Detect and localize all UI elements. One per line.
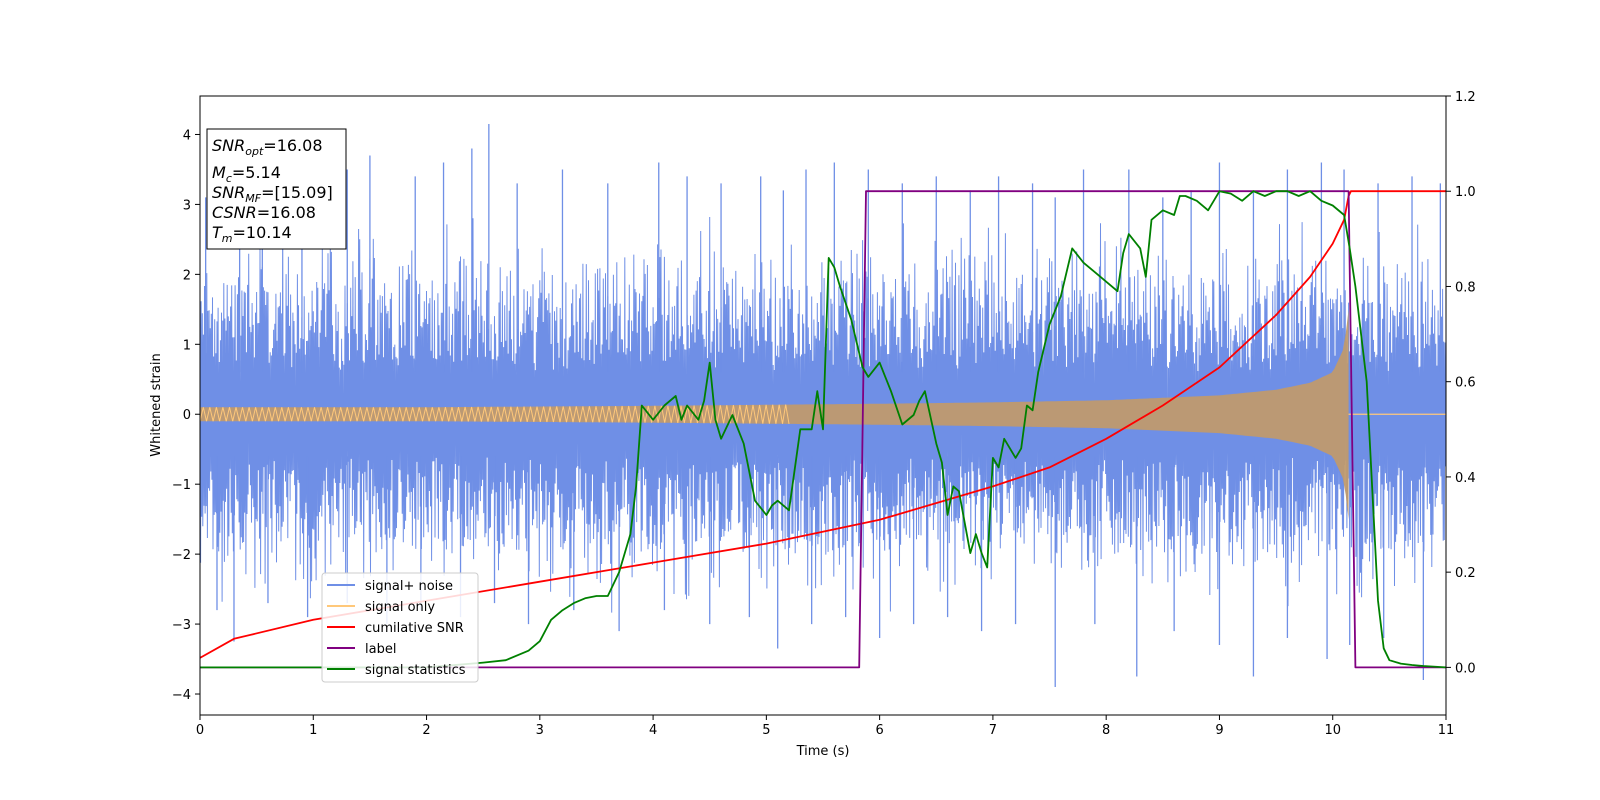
legend-item-signal-only: signal only bbox=[327, 600, 435, 615]
y-right-tick-label: 0.2 bbox=[1455, 566, 1476, 581]
y-right-tick-label: 1.0 bbox=[1455, 185, 1476, 200]
x-axis-ticks: 0 1 2 3 4 5 6 7 8 9 10 11 bbox=[196, 715, 1454, 738]
x-tick-label: 3 bbox=[536, 723, 544, 738]
x-tick-label: 5 bbox=[762, 723, 770, 738]
legend-item-signal-statistics: signal statistics bbox=[327, 663, 466, 678]
legend-label-signal-only: signal only bbox=[365, 600, 435, 615]
y-left-tick-label: 3 bbox=[183, 198, 191, 213]
legend-item-cumulative-snr: cumilative SNR bbox=[327, 621, 464, 636]
legend: signal+ noise signal only cumilative SNR… bbox=[321, 572, 479, 683]
y-left-tick-label: 4 bbox=[183, 128, 191, 143]
plot-frame bbox=[199, 95, 1447, 716]
y-right-tick-label: 0.6 bbox=[1455, 376, 1476, 391]
signal-noise-band bbox=[200, 123, 1446, 688]
label-line bbox=[200, 190, 1446, 669]
x-tick-label: 1 bbox=[309, 723, 317, 738]
y-left-tick-label: 1 bbox=[183, 338, 191, 353]
x-tick-label: 6 bbox=[875, 723, 883, 738]
y-left-tick-label: −3 bbox=[172, 618, 191, 633]
y-right-tick-label: 0.8 bbox=[1455, 280, 1476, 295]
x-tick-label: 7 bbox=[989, 723, 997, 738]
left-axis-ticks: −4 −3 −2 −1 0 1 2 3 4 bbox=[172, 128, 200, 703]
info-snr-mf: SNRMF=[15.09] bbox=[212, 183, 333, 205]
x-tick-label: 9 bbox=[1215, 723, 1223, 738]
info-csnr: CSNR=16.08 bbox=[212, 203, 316, 222]
legend-label-signal-noise: signal+ noise bbox=[365, 579, 453, 594]
y-left-tick-label: 2 bbox=[183, 268, 191, 283]
legend-label-label: label bbox=[365, 642, 396, 657]
y-left-tick-label: −1 bbox=[172, 478, 191, 493]
legend-item-signal-noise: signal+ noise bbox=[327, 579, 453, 594]
chirp-oscillation bbox=[200, 404, 790, 424]
y-left-tick-label: −2 bbox=[172, 548, 191, 563]
y-left-tick-label: −4 bbox=[172, 688, 191, 703]
signal-statistics-line bbox=[200, 190, 1446, 669]
x-tick-label: 8 bbox=[1102, 723, 1110, 738]
legend-label-signal-statistics: signal statistics bbox=[365, 663, 466, 678]
signal-only-band bbox=[200, 309, 1446, 520]
info-tm: Tm=10.14 bbox=[212, 223, 292, 245]
x-tick-label: 4 bbox=[649, 723, 657, 738]
x-axis-label: Time (s) bbox=[796, 744, 850, 759]
legend-label-cumulative-snr: cumilative SNR bbox=[365, 621, 464, 636]
info-snr-opt: SNRopt=16.08 bbox=[212, 136, 323, 158]
y-right-tick-label: 0.4 bbox=[1455, 471, 1476, 486]
right-axis-ticks: 0.0 0.2 0.4 0.6 0.8 1.0 1.2 bbox=[1446, 90, 1476, 676]
legend-item-label: label bbox=[327, 642, 396, 657]
x-tick-label: 11 bbox=[1438, 723, 1455, 738]
x-tick-label: 0 bbox=[196, 723, 204, 738]
x-tick-label: 2 bbox=[422, 723, 430, 738]
y-right-tick-label: 0.0 bbox=[1455, 661, 1476, 676]
info-box: SNRopt=16.08 Mc=5.14 SNRMF=[15.09] CSNR=… bbox=[206, 128, 347, 250]
info-mc: Mc=5.14 bbox=[212, 163, 281, 185]
y-right-tick-label: 1.2 bbox=[1455, 90, 1476, 105]
x-tick-label: 10 bbox=[1324, 723, 1341, 738]
y-left-tick-label: 0 bbox=[183, 408, 191, 423]
y-axis-label-left: Whitened strain bbox=[149, 353, 164, 456]
